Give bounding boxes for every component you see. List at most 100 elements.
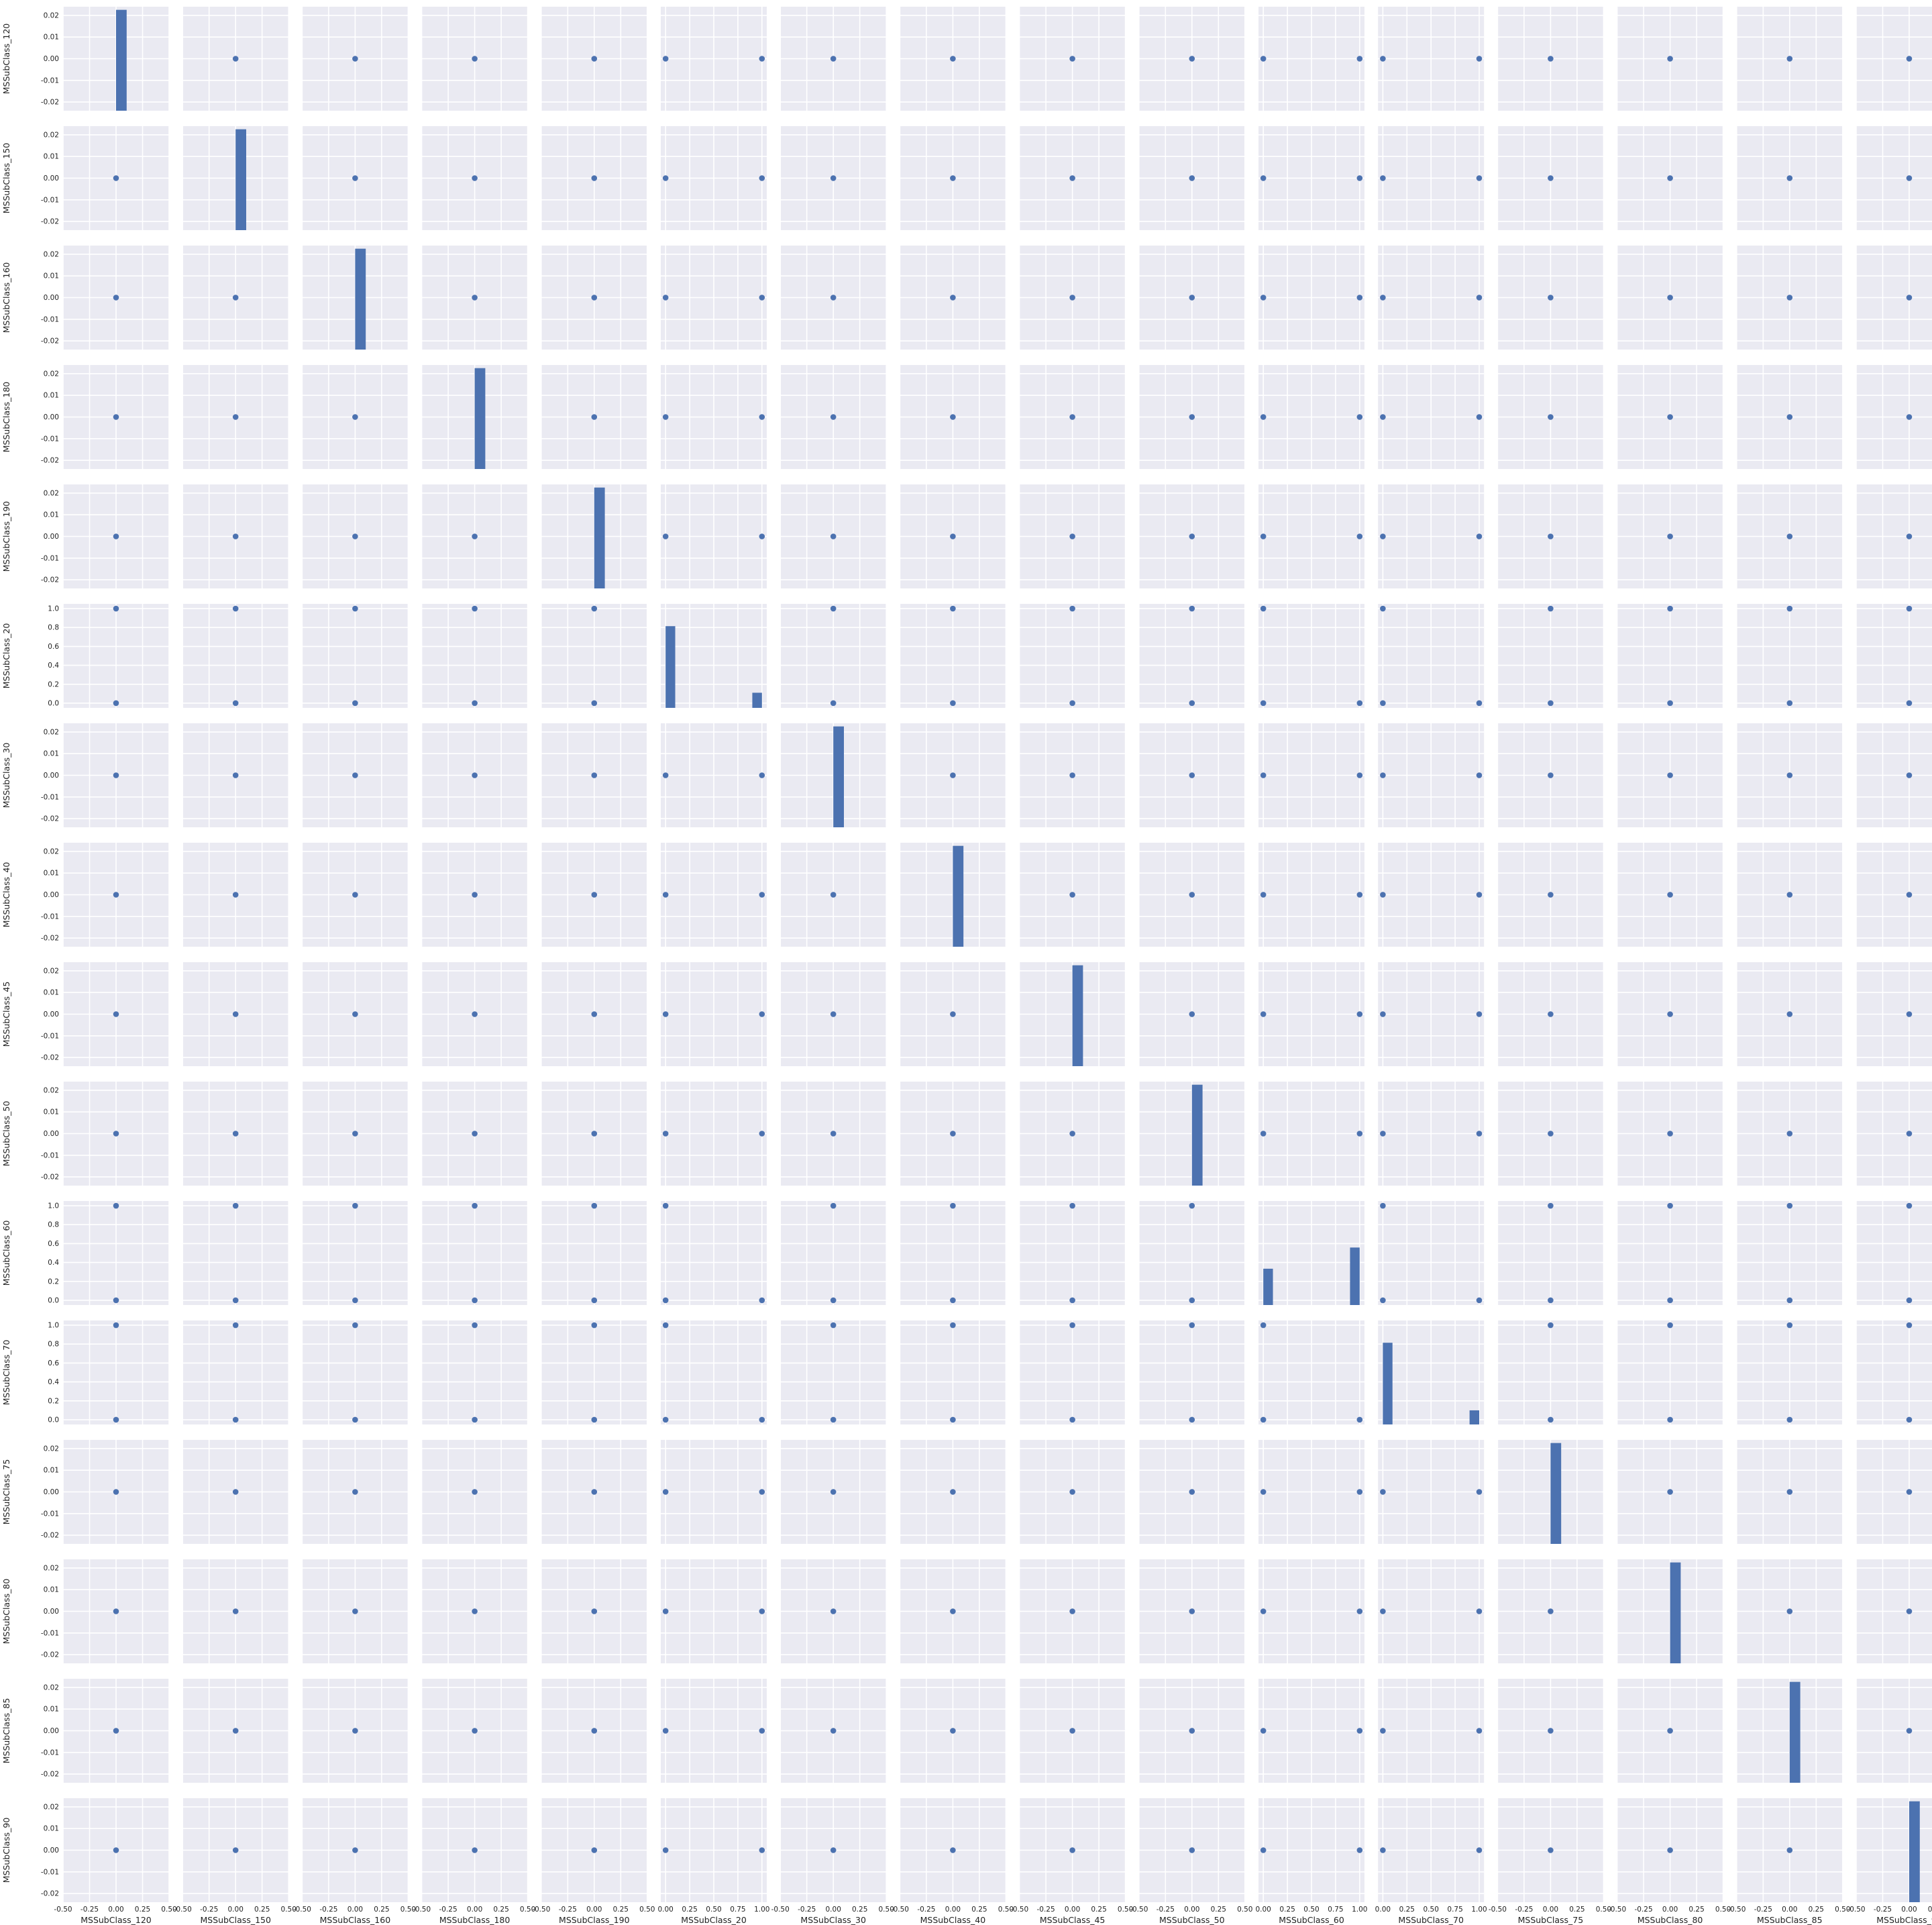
subplot-MSSubClass_70-vs-MSSubClass_60: [1258, 1320, 1364, 1424]
y-tick-label: 0.2: [48, 1278, 59, 1286]
scatter-point: [830, 892, 837, 898]
x-tick-label: 0.50: [639, 1906, 655, 1914]
scatter-point: [1786, 1847, 1793, 1853]
scatter-point: [113, 414, 119, 420]
x-tick-label: 0.25: [1279, 1906, 1295, 1914]
x-tick-label: 0.25: [374, 1906, 389, 1914]
scatter-point: [1380, 295, 1386, 301]
x-tick-label: -0.25: [80, 1906, 99, 1914]
scatter-point: [830, 56, 837, 62]
subplot-MSSubClass_180-vs-MSSubClass_160: [301, 365, 409, 469]
scatter-point: [830, 700, 837, 707]
y-tick-label: 0.00: [44, 1130, 59, 1138]
scatter-point: [662, 414, 669, 420]
scatter-point: [662, 1489, 669, 1495]
x-tick-label: 0.50: [1835, 1906, 1850, 1914]
x-tick-label: 0.75: [1447, 1906, 1462, 1914]
histogram-bar: [1670, 1562, 1681, 1663]
scatter-point: [591, 1202, 598, 1209]
y-tick-label: -0.01: [41, 76, 59, 85]
subplot-MSSubClass_160-vs-MSSubClass_20: [661, 246, 767, 350]
x-tick-label: 1.00: [1352, 1906, 1367, 1914]
x-tick-label: -0.25: [1157, 1906, 1175, 1914]
scatter-point: [1189, 892, 1195, 898]
y-tick-label: 0.01: [44, 1825, 59, 1833]
scatter-point: [759, 295, 765, 301]
scatter-point: [1189, 1489, 1195, 1495]
scatter-point: [759, 1297, 765, 1304]
y-tick-label: 0.01: [44, 750, 59, 758]
subplot-MSSubClass_30-vs-MSSubClass_90: [1856, 723, 1932, 827]
scatter-point: [1667, 1297, 1673, 1304]
x-tick-label: -0.50: [1727, 1906, 1746, 1914]
scatter-point: [1189, 414, 1195, 420]
scatter-point: [830, 414, 837, 420]
scatter-point: [1476, 1297, 1483, 1304]
subplot-MSSubClass_45-vs-MSSubClass_190: [540, 962, 648, 1066]
scatter-point: [1260, 533, 1267, 539]
subplot-MSSubClass_45-vs-MSSubClass_85: [1736, 962, 1843, 1066]
y-tick-label: -0.02: [41, 218, 59, 226]
subplot-MSSubClass_160-vs-MSSubClass_60: [1258, 246, 1364, 350]
scatter-point: [1906, 295, 1913, 301]
scatter-point: [1189, 295, 1195, 301]
scatter-point: [1356, 1608, 1363, 1614]
subplot-MSSubClass_70-vs-MSSubClass_80: [1616, 1320, 1724, 1424]
scatter-point: [1260, 1728, 1267, 1734]
x-tick-label: 0.00: [1662, 1906, 1678, 1914]
scatter-point: [1548, 700, 1554, 707]
subplot-MSSubClass_45-vs-MSSubClass_150: [182, 962, 290, 1066]
scatter-point: [591, 1297, 598, 1304]
scatter-point: [1356, 1847, 1363, 1853]
subplot-MSSubClass_50-vs-MSSubClass_30: [780, 1082, 887, 1186]
scatter-point: [662, 1728, 669, 1734]
subplot-MSSubClass_20-vs-MSSubClass_70: [1378, 604, 1485, 708]
subplot-MSSubClass_45-vs-MSSubClass_70: [1378, 962, 1485, 1066]
x-tick-label: 0.25: [1809, 1906, 1824, 1914]
subplot-MSSubClass_60-vs-MSSubClass_40: [899, 1201, 1007, 1305]
subplot-MSSubClass_20-vs-MSSubClass_90: [1856, 604, 1932, 708]
subplot-MSSubClass_150-vs-MSSubClass_40: [899, 126, 1007, 230]
histogram-bar: [752, 692, 762, 708]
x-tick-label: 0.00: [1782, 1906, 1797, 1914]
scatter-point: [1476, 772, 1483, 778]
scatter-point: [472, 533, 478, 539]
subplot-MSSubClass_40-vs-MSSubClass_60: [1258, 843, 1364, 947]
scatter-point: [1189, 1728, 1195, 1734]
subplot-MSSubClass_150-vs-MSSubClass_75: [1497, 126, 1605, 230]
subplot-MSSubClass_70-vs-MSSubClass_75: [1497, 1320, 1605, 1424]
subplot-MSSubClass_190-vs-MSSubClass_85: [1736, 484, 1843, 588]
x-tick-label: 0.25: [971, 1906, 987, 1914]
subplot-MSSubClass_85-vs-MSSubClass_90: [1856, 1679, 1932, 1783]
y-tick-label: 0.02: [44, 1445, 59, 1453]
scatter-point: [232, 1608, 239, 1614]
x-axis-label: MSSubClass_50: [1159, 1915, 1225, 1925]
y-tick-label: 0.01: [44, 989, 59, 997]
x-tick-label: 0.00: [826, 1906, 841, 1914]
scatter-point: [352, 605, 358, 612]
scatter-point: [1189, 533, 1195, 539]
scatter-point: [352, 533, 358, 539]
subplot-MSSubClass_70-vs-MSSubClass_20: [661, 1320, 767, 1424]
y-axis-label: MSSubClass_45: [1, 982, 11, 1047]
scatter-point: [1667, 295, 1673, 301]
subplot-MSSubClass_60-vs-MSSubClass_50: [1138, 1201, 1246, 1305]
scatter-point: [1380, 772, 1386, 778]
scatter-point: [232, 605, 239, 612]
scatter-point: [662, 1322, 669, 1329]
subplot-MSSubClass_75-vs-MSSubClass_190: [540, 1440, 648, 1544]
x-tick-label: -0.50: [54, 1906, 72, 1914]
scatter-point: [1786, 772, 1793, 778]
scatter-point: [1786, 533, 1793, 539]
scatter-point: [1667, 175, 1673, 181]
scatter-point: [1069, 1608, 1075, 1614]
scatter-point: [662, 772, 669, 778]
subplot-MSSubClass_45-vs-MSSubClass_50: [1138, 962, 1246, 1066]
subplot-MSSubClass_90-vs-MSSubClass_150: [182, 1798, 290, 1902]
subplot-MSSubClass_190-vs-MSSubClass_70: [1378, 484, 1485, 588]
histogram-bar: [833, 726, 844, 827]
scatter-point: [1069, 1202, 1075, 1209]
scatter-point: [1548, 533, 1554, 539]
scatter-point: [662, 1011, 669, 1017]
subplot-MSSubClass_50-vs-MSSubClass_20: [661, 1082, 767, 1186]
